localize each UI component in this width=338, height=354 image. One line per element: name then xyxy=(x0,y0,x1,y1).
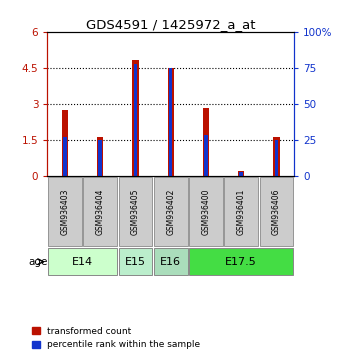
Text: GSM936404: GSM936404 xyxy=(96,189,105,235)
Text: GSM936400: GSM936400 xyxy=(201,189,211,235)
Text: GSM936401: GSM936401 xyxy=(237,189,246,235)
Text: E14: E14 xyxy=(72,257,93,267)
Text: E17.5: E17.5 xyxy=(225,257,257,267)
FancyBboxPatch shape xyxy=(119,177,152,246)
Legend: transformed count, percentile rank within the sample: transformed count, percentile rank withi… xyxy=(31,327,200,349)
FancyBboxPatch shape xyxy=(154,177,188,246)
Bar xyxy=(62,110,68,177)
Title: GDS4591 / 1425972_a_at: GDS4591 / 1425972_a_at xyxy=(86,18,256,31)
Text: GSM936406: GSM936406 xyxy=(272,189,281,235)
Bar xyxy=(203,108,209,177)
Text: GSM936405: GSM936405 xyxy=(131,189,140,235)
Text: GSM936402: GSM936402 xyxy=(166,189,175,235)
FancyBboxPatch shape xyxy=(189,248,293,275)
Bar xyxy=(134,64,137,177)
Bar xyxy=(238,171,244,177)
FancyBboxPatch shape xyxy=(224,177,258,246)
FancyBboxPatch shape xyxy=(154,248,188,275)
Text: E15: E15 xyxy=(125,257,146,267)
Bar xyxy=(204,135,208,177)
Bar xyxy=(239,172,243,177)
FancyBboxPatch shape xyxy=(48,177,82,246)
Bar xyxy=(169,68,172,177)
Bar xyxy=(98,140,102,177)
Bar xyxy=(63,137,67,177)
FancyBboxPatch shape xyxy=(260,177,293,246)
Text: GSM936403: GSM936403 xyxy=(61,189,69,235)
Text: age: age xyxy=(28,257,48,267)
FancyBboxPatch shape xyxy=(189,177,223,246)
Bar xyxy=(273,137,280,177)
FancyBboxPatch shape xyxy=(48,248,117,275)
FancyBboxPatch shape xyxy=(119,248,152,275)
Bar xyxy=(168,68,174,177)
FancyBboxPatch shape xyxy=(83,177,117,246)
Bar xyxy=(132,59,139,177)
Bar xyxy=(275,140,278,177)
Text: E16: E16 xyxy=(160,257,181,267)
Bar xyxy=(97,137,103,177)
